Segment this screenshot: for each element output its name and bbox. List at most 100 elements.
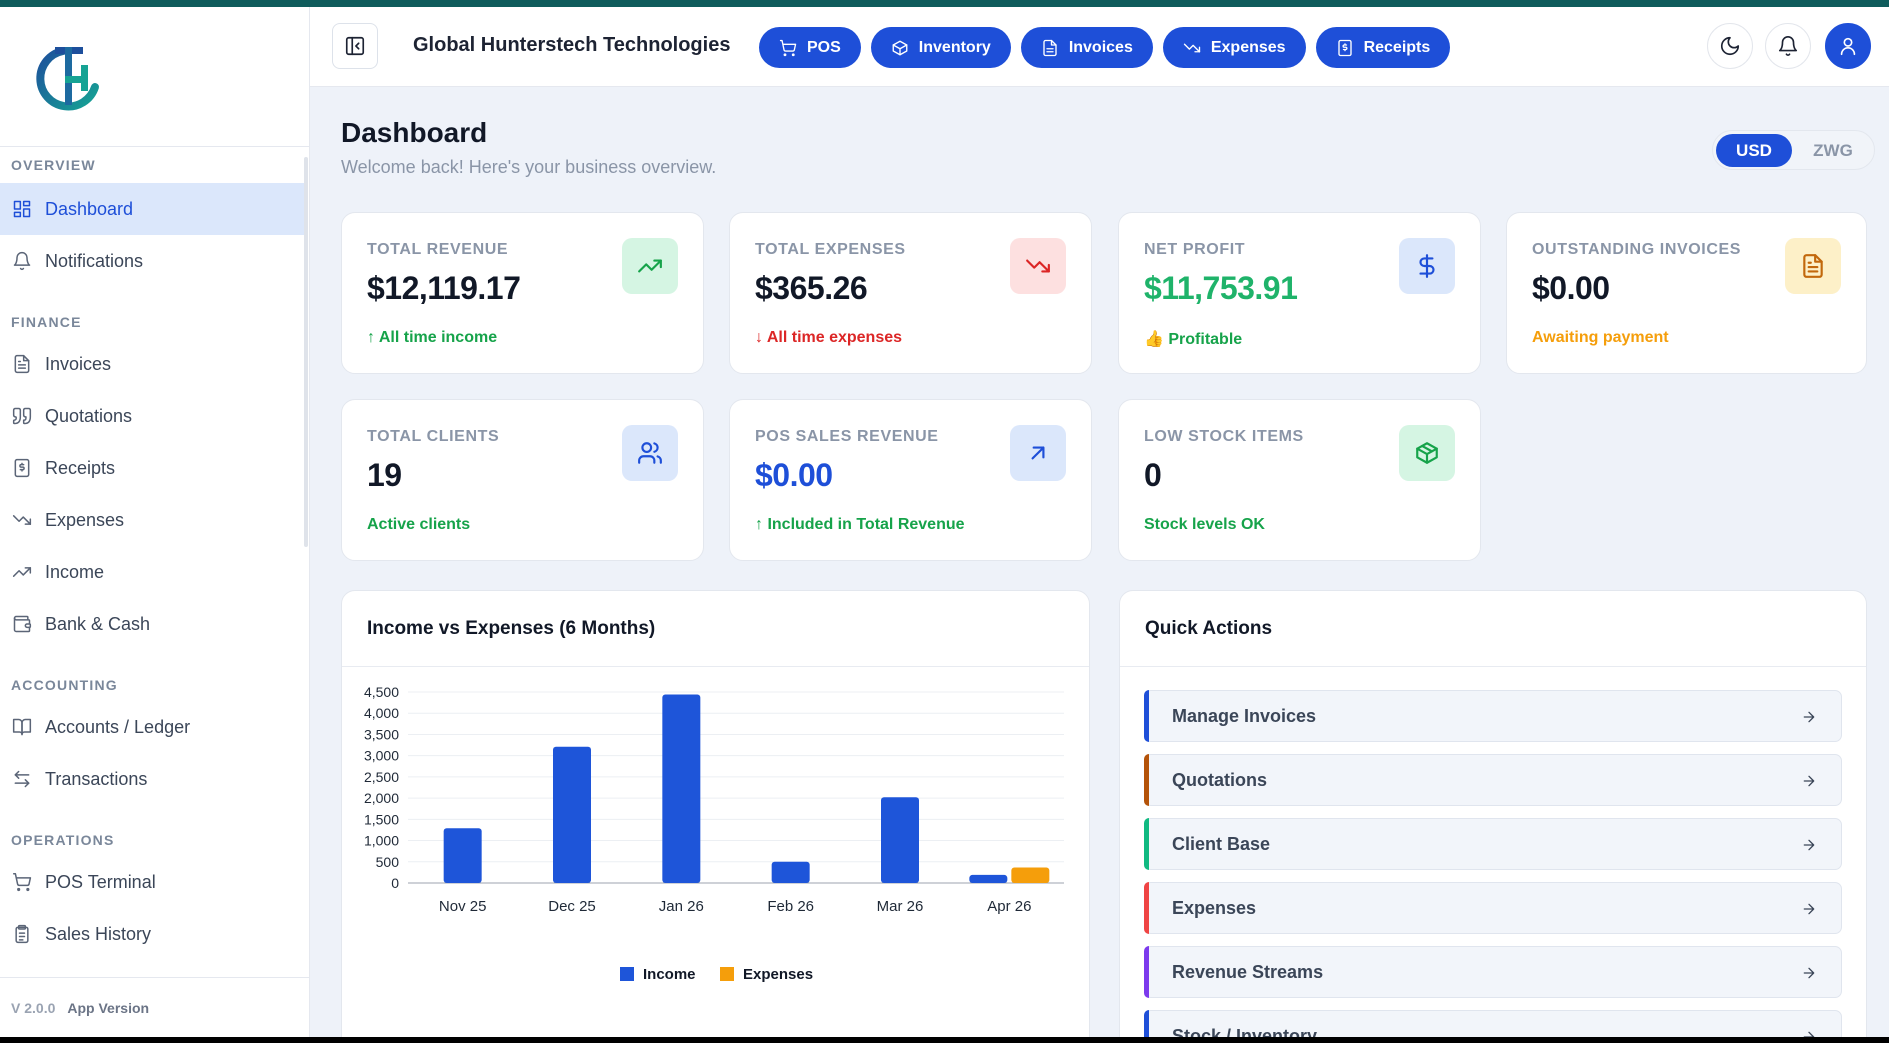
file-text-icon bbox=[1043, 39, 1057, 56]
trending-up-icon bbox=[12, 567, 32, 577]
sidebar-item-quotations[interactable]: Quotations bbox=[0, 390, 304, 442]
arrow-right-icon bbox=[1803, 903, 1815, 915]
sidebar-item-expenses[interactable]: Expenses bbox=[0, 494, 304, 546]
pos-pill-button[interactable]: POS bbox=[759, 27, 861, 68]
stat-icon-box bbox=[622, 238, 678, 294]
arrow-right-icon bbox=[1803, 967, 1815, 979]
sidebar-item-label: Bank & Cash bbox=[45, 613, 151, 634]
quick-action-stock-inventory[interactable]: Stock / Inventory bbox=[1144, 1010, 1842, 1037]
sidebar-item-notifications[interactable]: Notifications bbox=[0, 235, 304, 287]
dollar-icon bbox=[1419, 254, 1435, 278]
bell-icon bbox=[13, 251, 31, 271]
x-tick-label: Mar 26 bbox=[877, 898, 924, 915]
sidebar-item-transactions[interactable]: Transactions bbox=[0, 753, 304, 805]
wallet-icon bbox=[13, 615, 32, 633]
stat-label: TOTAL REVENUE bbox=[367, 241, 509, 258]
stat-value: 0 bbox=[1144, 457, 1162, 493]
sidebar-item-label: Dashboard bbox=[45, 198, 134, 219]
sidebar-toggle-button[interactable] bbox=[332, 23, 378, 69]
sidebar-item-sales-history[interactable]: Sales History bbox=[0, 908, 304, 960]
y-tick-label: 2,000 bbox=[364, 790, 399, 806]
sidebar-item-dashboard[interactable]: Dashboard bbox=[0, 183, 304, 235]
sidebar-item-income[interactable]: Income bbox=[0, 546, 304, 598]
expenses-pill-button[interactable]: Expenses bbox=[1162, 27, 1306, 68]
currency-usd-option[interactable]: USD bbox=[1716, 134, 1792, 167]
screen-bottom-edge bbox=[0, 1037, 1889, 1043]
sidebar: OVERVIEW Dashboard Notifications FINANCE… bbox=[0, 7, 310, 1037]
receipt-icon bbox=[14, 458, 30, 478]
stat-label: LOW STOCK ITEMS bbox=[1144, 428, 1304, 445]
income-bar bbox=[969, 874, 1008, 883]
legend-swatch bbox=[620, 967, 634, 981]
y-tick-label: 3,000 bbox=[364, 748, 399, 764]
stat-label: TOTAL EXPENSES bbox=[755, 241, 906, 258]
sidebar-item-receipts[interactable]: Receipts bbox=[0, 442, 304, 494]
stat-value: $12,119.17 bbox=[367, 270, 521, 306]
stat-icon-box bbox=[1399, 425, 1455, 481]
sidebar-scrollbar[interactable] bbox=[304, 157, 308, 547]
stat-value: $0.00 bbox=[755, 457, 833, 493]
stat-card-low-stock-items: LOW STOCK ITEMS 0 Stock levels OK bbox=[1118, 399, 1481, 561]
stat-note: Awaiting payment bbox=[1532, 329, 1669, 346]
theme-toggle-button[interactable] bbox=[1707, 23, 1753, 69]
invoices-pill-button[interactable]: Invoices bbox=[1020, 27, 1153, 68]
sidebar-item-bank-cash[interactable]: Bank & Cash bbox=[0, 598, 304, 650]
sidebar-item-label: Sales History bbox=[45, 923, 152, 944]
stat-icon-box bbox=[622, 425, 678, 481]
quick-action-expenses[interactable]: Expenses bbox=[1144, 882, 1842, 934]
currency-zwg-option[interactable]: ZWG bbox=[1813, 140, 1853, 160]
stat-icon-box bbox=[1399, 238, 1455, 294]
income-bar bbox=[553, 746, 591, 883]
user-icon bbox=[1840, 37, 1856, 56]
user-avatar-button[interactable] bbox=[1825, 23, 1871, 69]
arrow-right-icon bbox=[1803, 1031, 1815, 1037]
pill-label: POS bbox=[807, 38, 841, 56]
trending-down-icon bbox=[1026, 259, 1050, 273]
clipboard-list-icon bbox=[15, 924, 29, 944]
accent-bar bbox=[1144, 818, 1149, 870]
y-tick-label: 4,000 bbox=[364, 705, 399, 721]
page-subtitle: Welcome back! Here's your business overv… bbox=[341, 157, 717, 177]
quick-action-label: Stock / Inventory bbox=[1172, 1025, 1318, 1038]
users-icon bbox=[638, 442, 662, 464]
arrow-right-icon bbox=[1803, 839, 1815, 851]
income-bar bbox=[443, 828, 482, 883]
stat-icon-box bbox=[1785, 238, 1841, 294]
company-logo[interactable] bbox=[33, 43, 103, 115]
stat-label: NET PROFIT bbox=[1144, 241, 1246, 258]
section-finance: FINANCE bbox=[11, 314, 82, 330]
sidebar-item-accounts-ledger[interactable]: Accounts / Ledger bbox=[0, 701, 304, 753]
receipts-pill-button[interactable]: Receipts bbox=[1315, 27, 1451, 68]
quick-actions-card: Quick Actions Manage Invoices Quotations… bbox=[1119, 590, 1867, 1037]
notifications-button[interactable] bbox=[1765, 23, 1811, 69]
income-bar bbox=[881, 797, 919, 883]
stat-value: $11,753.91 bbox=[1144, 270, 1298, 306]
sidebar-item-invoices[interactable]: Invoices bbox=[0, 338, 304, 390]
logo-area bbox=[0, 7, 309, 147]
card-divider bbox=[1120, 666, 1866, 667]
receipt-icon bbox=[1337, 39, 1352, 56]
sidebar-item-pos-terminal[interactable]: POS Terminal bbox=[0, 856, 304, 908]
income-bar bbox=[771, 861, 810, 883]
quick-action-revenue-streams[interactable]: Revenue Streams bbox=[1144, 946, 1842, 998]
quick-action-quotations[interactable]: Quotations bbox=[1144, 754, 1842, 806]
legend-label: Expenses bbox=[743, 966, 813, 983]
stat-note: 👍 Profitable bbox=[1144, 331, 1243, 348]
sidebar-item-label: POS Terminal bbox=[45, 871, 156, 892]
quick-action-manage-invoices[interactable]: Manage Invoices bbox=[1144, 690, 1842, 742]
package-icon bbox=[1416, 442, 1438, 464]
stat-card-total-expenses: TOTAL EXPENSES $365.26 ↓ All time expens… bbox=[729, 212, 1092, 374]
stat-label: OUTSTANDING INVOICES bbox=[1532, 241, 1742, 258]
top-header: Global Hunterstech Technologies POS Inve… bbox=[310, 7, 1889, 87]
sidebar-nav: OVERVIEW Dashboard Notifications FINANCE… bbox=[0, 155, 304, 960]
sidebar-item-label: Accounts / Ledger bbox=[45, 716, 191, 737]
inventory-pill-button[interactable]: Inventory bbox=[870, 27, 1011, 68]
stat-label: TOTAL CLIENTS bbox=[367, 428, 500, 445]
sidebar-item-label: Income bbox=[45, 561, 105, 582]
quick-action-client-base[interactable]: Client Base bbox=[1144, 818, 1842, 870]
accent-bar bbox=[1144, 882, 1149, 934]
main-content: Dashboard Welcome back! Here's your busi… bbox=[310, 87, 1889, 1037]
sidebar-item-label: Expenses bbox=[45, 509, 125, 530]
trending-up-icon bbox=[638, 259, 662, 273]
